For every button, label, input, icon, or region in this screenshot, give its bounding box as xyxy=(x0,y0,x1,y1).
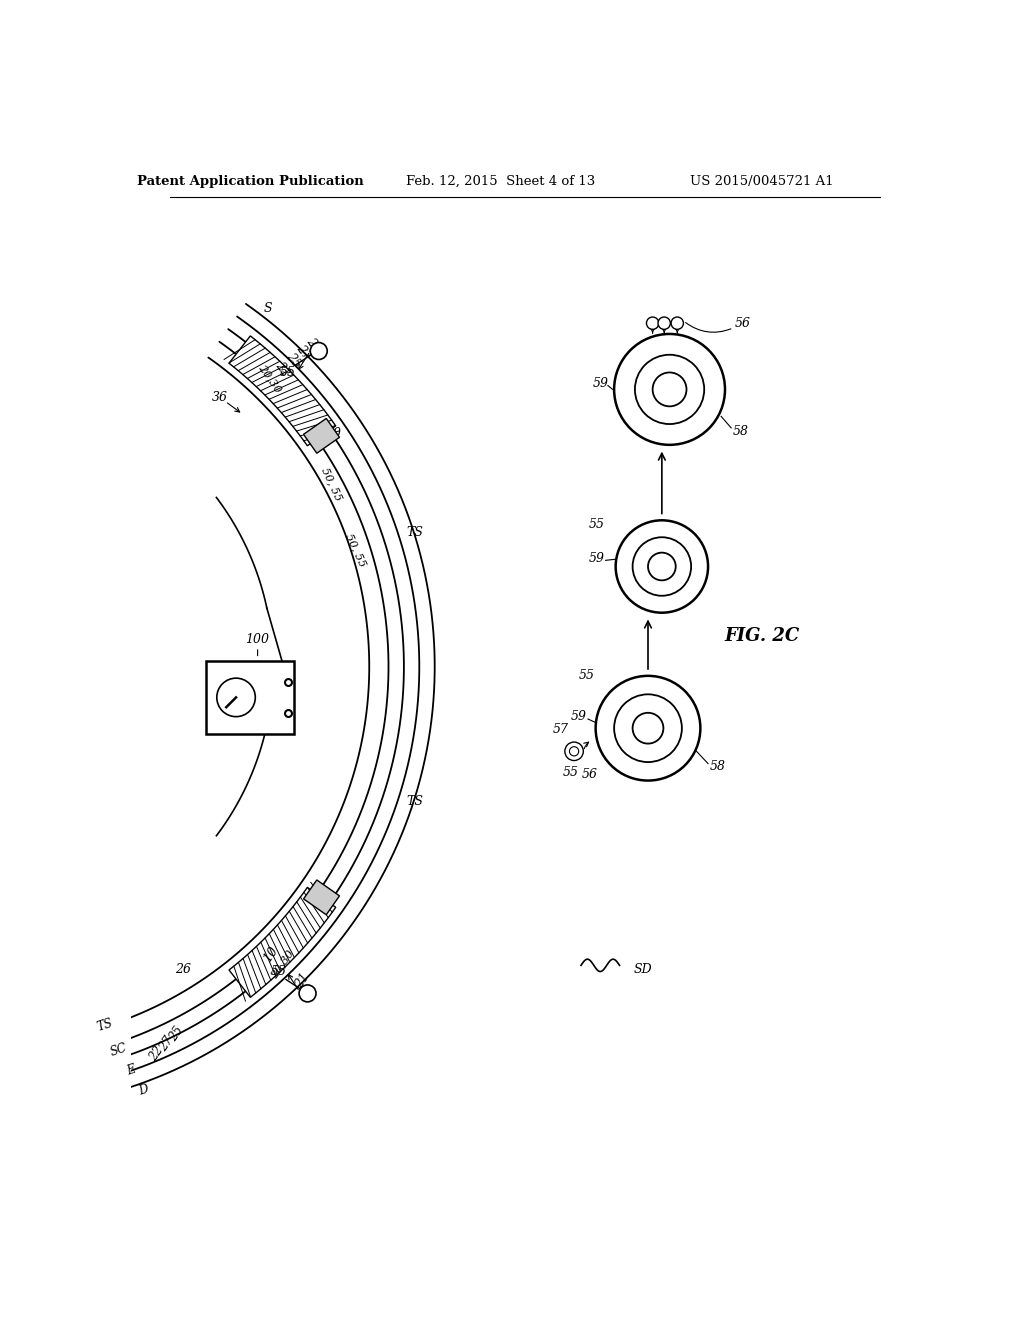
Text: 56: 56 xyxy=(734,317,751,330)
Polygon shape xyxy=(206,661,294,734)
Text: 22: 22 xyxy=(146,1044,166,1064)
Text: 50, 55: 50, 55 xyxy=(343,532,368,569)
Circle shape xyxy=(646,317,658,330)
Circle shape xyxy=(569,747,579,756)
Text: TS: TS xyxy=(407,525,424,539)
Text: 100: 100 xyxy=(246,632,269,645)
Circle shape xyxy=(633,537,691,595)
Text: TS: TS xyxy=(407,795,424,808)
Text: 55: 55 xyxy=(589,517,604,531)
Text: 10: 10 xyxy=(260,944,281,965)
Circle shape xyxy=(635,355,705,424)
Polygon shape xyxy=(303,418,340,453)
Circle shape xyxy=(615,520,708,612)
Polygon shape xyxy=(229,335,336,446)
Text: 27: 27 xyxy=(293,343,312,362)
Text: 58: 58 xyxy=(710,760,725,774)
Circle shape xyxy=(671,317,683,330)
Text: E: E xyxy=(125,1063,137,1077)
Polygon shape xyxy=(303,880,340,915)
Text: 21: 21 xyxy=(303,335,323,355)
Text: 55: 55 xyxy=(280,366,296,379)
Text: 25: 25 xyxy=(284,350,303,370)
Text: SD: SD xyxy=(633,962,652,975)
Text: 56: 56 xyxy=(582,768,597,781)
Text: US 2015/0045721 A1: US 2015/0045721 A1 xyxy=(690,176,834,187)
Text: Feb. 12, 2015  Sheet 4 of 13: Feb. 12, 2015 Sheet 4 of 13 xyxy=(406,176,595,187)
Circle shape xyxy=(648,553,676,581)
Text: 21: 21 xyxy=(293,972,312,990)
Text: 59: 59 xyxy=(570,710,587,723)
Text: 55: 55 xyxy=(270,965,287,978)
Text: 57: 57 xyxy=(552,723,568,737)
Text: TS: TS xyxy=(95,1016,115,1034)
Text: D: D xyxy=(137,1082,150,1098)
Text: 55: 55 xyxy=(562,767,579,779)
Text: 59: 59 xyxy=(592,376,608,389)
Text: S: S xyxy=(263,302,272,315)
Circle shape xyxy=(217,678,255,717)
Circle shape xyxy=(310,343,328,359)
Circle shape xyxy=(596,676,700,780)
Text: 58: 58 xyxy=(732,425,749,438)
Text: 22: 22 xyxy=(272,359,292,379)
Text: Patent Application Publication: Patent Application Publication xyxy=(136,176,364,187)
Circle shape xyxy=(633,713,664,743)
Text: SC: SC xyxy=(109,1041,128,1059)
Text: 36: 36 xyxy=(212,391,227,404)
Circle shape xyxy=(565,742,584,760)
Text: 10: 10 xyxy=(325,426,341,440)
Text: 27: 27 xyxy=(157,1034,176,1053)
Polygon shape xyxy=(229,887,336,998)
Circle shape xyxy=(652,372,686,407)
Circle shape xyxy=(658,317,671,330)
Text: 50, 55: 50, 55 xyxy=(319,466,343,503)
Text: 25: 25 xyxy=(167,1023,186,1043)
Text: 59: 59 xyxy=(589,552,604,565)
Text: 20,30: 20,30 xyxy=(268,948,295,979)
Circle shape xyxy=(614,694,682,762)
Text: 26: 26 xyxy=(175,964,190,977)
Text: 55: 55 xyxy=(579,669,594,682)
Circle shape xyxy=(614,334,725,445)
Text: 20,30: 20,30 xyxy=(257,363,284,395)
Circle shape xyxy=(299,985,316,1002)
Text: FIG. 2C: FIG. 2C xyxy=(724,627,800,644)
